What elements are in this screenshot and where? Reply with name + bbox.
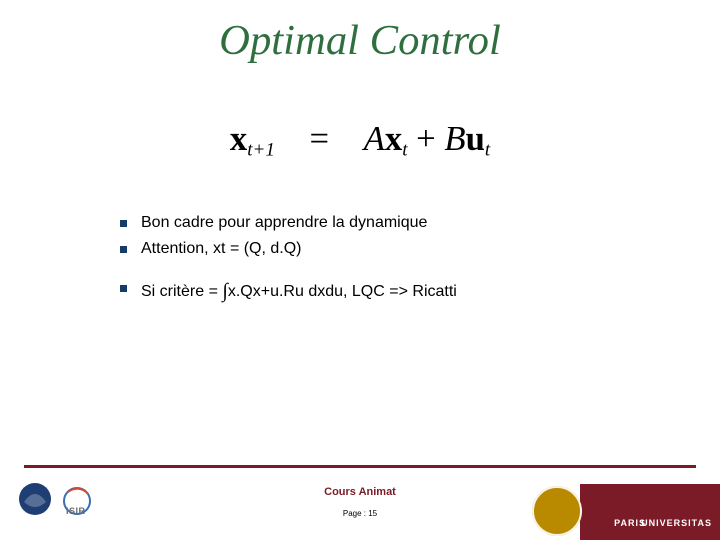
- slide-title: Optimal Control: [0, 16, 720, 65]
- bullet-text-criterion: Si critère = ∫x.Qx+u.Ru dxdu, LQC => Ric…: [141, 277, 457, 304]
- equation: xt+1 = Axt + But: [230, 120, 490, 162]
- upmc-text-universitas: UNIVERSITAS: [641, 518, 712, 528]
- eq-usub: t: [485, 140, 490, 161]
- eq-B: B: [444, 120, 465, 158]
- bullet-marker-icon: [120, 246, 127, 253]
- bullet-marker-icon: [120, 285, 127, 292]
- eq-plus: +: [408, 120, 445, 158]
- bullet-list: Bon cadre pour apprendre la dynamique At…: [120, 212, 640, 308]
- eq-A: A: [364, 120, 385, 158]
- criterion-body: x.Qx+u.Ru dxdu, LQC => Ricatti: [228, 283, 457, 300]
- eq-equals: =: [310, 120, 330, 158]
- list-item: Bon cadre pour apprendre la dynamique: [120, 212, 640, 234]
- criterion-prefix: Si critère =: [141, 283, 222, 300]
- eq-x: x: [385, 120, 402, 158]
- upmc-logo: PARIS UNIVERSITAS: [520, 480, 720, 540]
- list-item: Si critère = ∫x.Qx+u.Ru dxdu, LQC => Ric…: [120, 277, 640, 304]
- bullet-marker-icon: [120, 220, 127, 227]
- title-text: Optimal Control: [219, 17, 501, 64]
- cnrs-logo: [18, 482, 52, 516]
- eq-lhs-sub: t+1: [247, 140, 275, 161]
- eq-u: u: [466, 120, 485, 158]
- upmc-ring-icon: [532, 486, 582, 536]
- bullet-text: Attention, xt = (Q, d.Q): [141, 238, 302, 260]
- integral-icon: ∫: [222, 280, 227, 302]
- bullet-text: Bon cadre pour apprendre la dynamique: [141, 212, 427, 234]
- slide: { "title": { "text": "Optimal Control", …: [0, 0, 720, 540]
- eq-lhs-x: x: [230, 120, 247, 158]
- isir-text: ISIR: [66, 506, 86, 516]
- isir-logo: ISIR: [60, 484, 104, 518]
- footer-divider: [24, 465, 696, 468]
- list-item: Attention, xt = (Q, d.Q): [120, 238, 640, 260]
- equation-block: xt+1 = Axt + But: [0, 120, 720, 162]
- upmc-bar: [580, 484, 720, 540]
